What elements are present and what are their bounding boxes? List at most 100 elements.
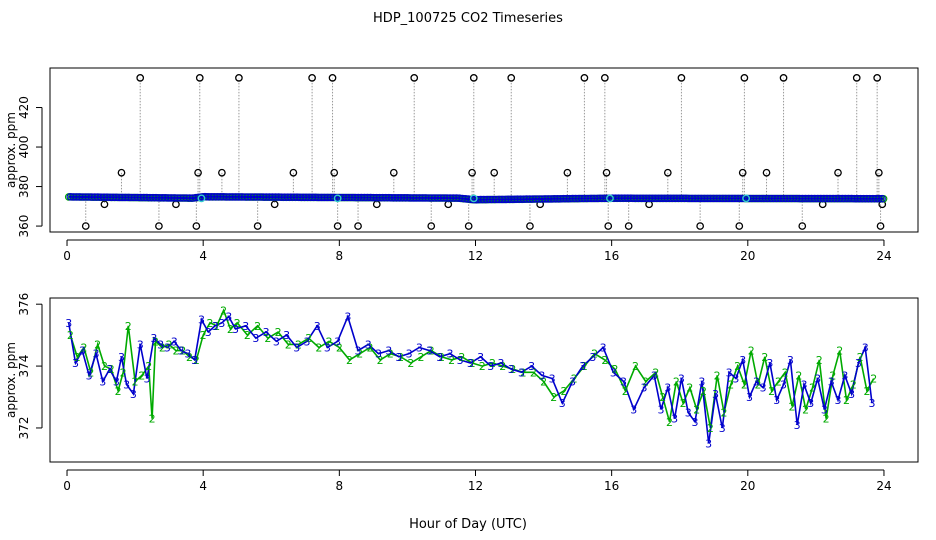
bottom-series-2-point: 2: [802, 403, 809, 416]
bottom-series-2-point: 2: [843, 394, 850, 407]
bottom-series-3-point: 3: [344, 311, 351, 324]
top-overlap-point: [469, 194, 478, 203]
bottom-series-2-point: 2: [244, 329, 251, 342]
bottom-series-3-point: 3: [794, 419, 801, 432]
near-spike-point: [100, 200, 109, 209]
bottom-series-3-point: 3: [807, 397, 814, 410]
bottom-series-2-point: 2: [761, 351, 768, 364]
bottom-series-3-point: 3: [273, 335, 280, 348]
bottom-series-2-point: 2: [418, 351, 425, 364]
bottom-x-tick-label: 0: [63, 479, 71, 493]
bottom-series-3-point: 3: [477, 351, 484, 364]
low-spike-point: [624, 222, 633, 230]
bottom-series-3-point: 3: [205, 326, 212, 339]
top-x-tick-label: 12: [468, 249, 483, 263]
bottom-series-2-point: 2: [659, 391, 666, 404]
bottom-series-2-point: 2: [666, 416, 673, 429]
top-x-tick-label: 8: [336, 249, 344, 263]
bottom-series-2-point: 2: [149, 413, 156, 426]
bottom-series-3-point: 3: [184, 348, 191, 361]
top-panel-frame: [49, 67, 919, 233]
bottom-y-axis-label: approx. ppm: [4, 342, 18, 418]
bottom-series-3-point: 3: [65, 317, 72, 330]
bottom-panel-frame: [49, 297, 919, 463]
low-spike-point: [696, 222, 704, 230]
top-y-tick-label: 380: [17, 175, 31, 198]
bottom-series-3-point: 3: [739, 354, 746, 367]
bottom-series-3-point: 3: [528, 360, 535, 373]
top-x-tick-label: 24: [876, 249, 891, 263]
high-spike-point: [328, 74, 337, 82]
bottom-series-2-point: 2: [612, 363, 619, 376]
bottom-series-3-point: 3: [191, 354, 198, 367]
bottom-series-3-point: 3: [549, 372, 556, 385]
bottom-series-2-point: 2: [782, 366, 789, 379]
bottom-series-2-point: 2: [264, 332, 271, 345]
mid-spike-point: [194, 168, 202, 177]
bottom-series-3-point: 3: [144, 372, 151, 385]
bottom-series-2-point: 2: [254, 320, 261, 333]
bottom-series-2-point: 2: [601, 354, 608, 367]
low-spike-point: [604, 222, 613, 230]
bottom-series-3-point: 3: [198, 314, 205, 327]
mid-spike-point: [117, 168, 126, 177]
high-spike-point: [873, 74, 882, 82]
mid-spike-point: [389, 168, 398, 177]
bottom-series-2-point: 2: [206, 317, 213, 330]
bottom-series-3-point: 3: [130, 388, 137, 401]
bottom-series-2-point: 2: [87, 366, 94, 379]
bottom-series-3-point: 3: [79, 345, 86, 358]
bottom-series-2-point: 2: [857, 351, 864, 364]
bottom-series-2-point: 2: [673, 376, 680, 389]
bottom-series-3-point: 3: [855, 357, 862, 370]
bottom-series-2-point: 2: [448, 354, 455, 367]
chart-title: HDP_100725 CO2 Timeseries: [373, 11, 563, 26]
bottom-series-2-point: 2: [213, 320, 220, 333]
bottom-series-2-point: 2: [693, 403, 700, 416]
bottom-series-3-point: 3: [773, 394, 780, 407]
bottom-series-2-point: 2: [366, 342, 373, 355]
bottom-series-3-point: 3: [171, 335, 178, 348]
low-spike-point: [735, 222, 744, 230]
bottom-series-3-point: 3: [835, 394, 842, 407]
bottom-series-2-point: 2: [789, 400, 796, 413]
high-spike-point: [677, 74, 686, 82]
high-spike-point: [852, 74, 861, 82]
bottom-series-3-point: 3: [712, 388, 719, 401]
bottom-series-3-point: 3: [869, 397, 876, 410]
low-spike-point: [333, 222, 342, 230]
bottom-series-3-point: 3: [498, 357, 505, 370]
high-spike-point: [580, 74, 589, 82]
bottom-y-tick-label: 374: [17, 355, 31, 378]
bottom-series-2-point: 2: [809, 382, 816, 395]
bottom-series-3-point: 3: [242, 320, 249, 333]
bottom-series-3-point: 3: [86, 369, 93, 382]
bottom-series-3-point: 3: [106, 363, 113, 376]
bottom-series-3-point: 3: [685, 406, 692, 419]
bottom-series-3-point: 3: [848, 388, 855, 401]
mid-spike-point: [663, 168, 672, 177]
bottom-series-2-point: 2: [680, 397, 687, 410]
bottom-series-3-point: 3: [692, 416, 699, 429]
bottom-series-3-point: 3: [92, 348, 99, 361]
bottom-series-2-point: 2: [315, 342, 322, 355]
low-spike-point: [354, 222, 362, 230]
bottom-series-3-point: 3: [746, 391, 753, 404]
top-panel: 0 4 8 12 16 20 24 360 380 400 420 approx. ppm: [4, 67, 919, 263]
bottom-series-2-point: 2: [74, 351, 81, 364]
mid-spike-point: [218, 168, 226, 177]
bottom-series-3-point: 3: [610, 366, 617, 379]
bottom-series-3-point: 3: [385, 345, 392, 358]
top-overlap-point: [606, 194, 614, 203]
bottom-series-3-point: 3: [283, 329, 290, 342]
mid-spike-point: [738, 168, 747, 177]
bottom-series-2-point: 2: [707, 422, 714, 435]
top-x-tick-label: 0: [63, 249, 71, 263]
bottom-series-3-point: 3: [164, 342, 171, 355]
bottom-series-3-point: 3: [518, 366, 525, 379]
bottom-series-3-point: 3: [800, 379, 807, 392]
bottom-series-3-point: 3: [157, 338, 164, 351]
bottom-series-3-point: 3: [719, 422, 726, 435]
mid-spike-point: [563, 168, 572, 177]
